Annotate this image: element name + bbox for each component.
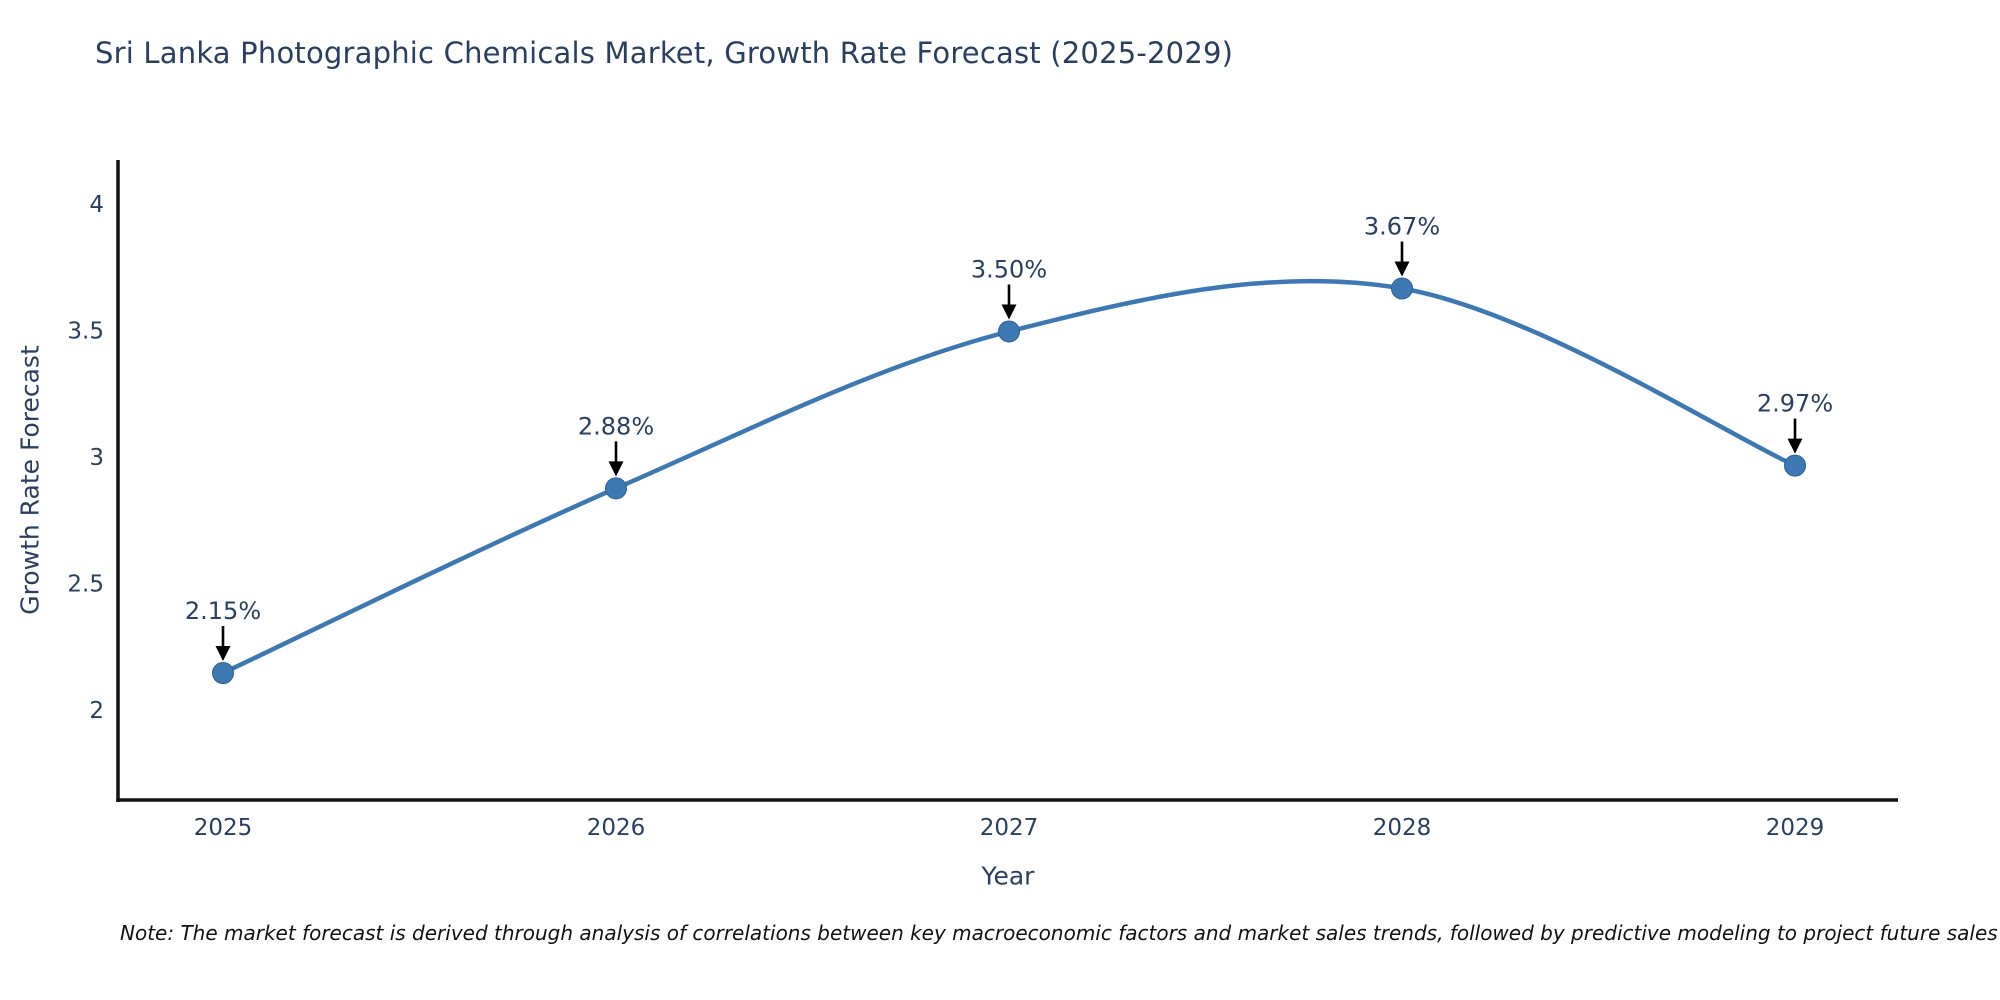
data-point-marker [1784, 454, 1806, 477]
data-point-label: 2.97% [1757, 390, 1833, 418]
y-tick-label: 3.5 [67, 319, 104, 345]
annotation-arrow-head [1394, 261, 1410, 277]
data-point-label: 3.67% [1364, 212, 1440, 240]
x-tick-label: 2026 [587, 815, 646, 841]
data-point-label: 3.50% [971, 256, 1047, 284]
data-point-label: 2.88% [578, 412, 654, 440]
x-tick-label: 2028 [1373, 815, 1432, 841]
y-tick-label: 3 [89, 445, 104, 471]
y-axis-title: Growth Rate Forecast [16, 345, 45, 615]
annotation-arrow-head [1001, 304, 1017, 320]
annotation-arrow-head [215, 646, 231, 662]
annotation-arrow-head [608, 461, 624, 477]
annotation-arrow-head [1787, 438, 1803, 454]
y-tick-label: 4 [89, 192, 104, 218]
chart-title: Sri Lanka Photographic Chemicals Market,… [95, 36, 1234, 70]
x-tick-label: 2029 [1766, 815, 1825, 841]
data-point-marker [605, 477, 627, 500]
y-tick-label: 2 [89, 698, 104, 724]
data-point-marker [212, 662, 234, 685]
footnote: Note: The market forecast is derived thr… [120, 921, 1998, 945]
x-axis-title: Year [981, 862, 1036, 891]
y-tick-label: 2.5 [67, 572, 104, 598]
x-tick-label: 2027 [980, 815, 1039, 841]
data-point-marker [1391, 277, 1413, 300]
x-tick-label: 2025 [194, 815, 253, 841]
data-point-label: 2.15% [185, 597, 261, 625]
data-point-marker [998, 320, 1020, 343]
